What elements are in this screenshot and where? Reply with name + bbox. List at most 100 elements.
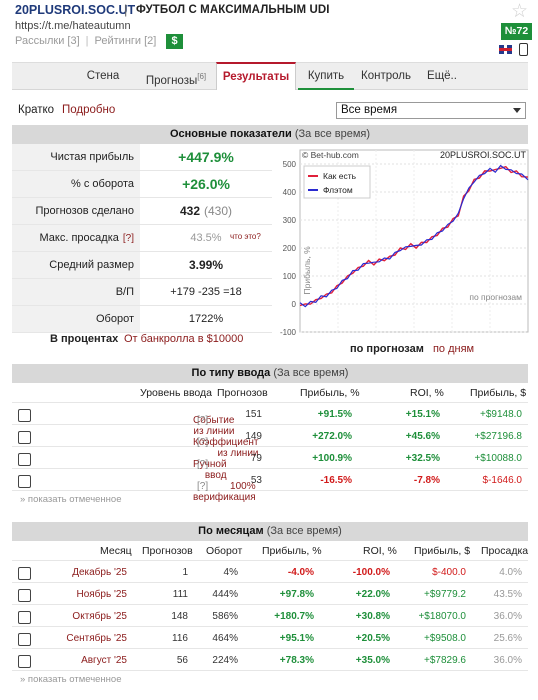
dd-what-is-link[interactable]: что это? [230, 232, 261, 241]
tab-wall[interactable]: Стена [80, 63, 126, 90]
mobile-phone-icon[interactable] [519, 43, 528, 56]
chart-mode-days[interactable]: по дням [432, 343, 475, 355]
row-checkbox[interactable] [18, 611, 31, 624]
stat-value: 1722% [188, 313, 224, 325]
rank-badge: №72 [501, 23, 532, 40]
input-level-help[interactable]: [?] [197, 459, 209, 470]
profit-pct-cell: +78.3% [279, 655, 314, 666]
stat-max-drawdown: Макс. просадка [?] 43.5% что это? [12, 225, 272, 252]
table-row: 100% верификация [?] 53 -16.5% -7.8% $-1646.0 [12, 469, 528, 503]
table-row: Декабрь '25 1 4% -4.0% -100.0% $-400.0 4.0% [12, 561, 528, 583]
table-row: Коэффициент из линии [?] 149 +272.0% +45.6% +… [12, 425, 528, 459]
input-level-help[interactable]: [?] [197, 415, 209, 426]
by-month-period: (За все время) [266, 525, 342, 537]
input-level-name[interactable]: Ручной ввод [193, 459, 227, 481]
chart-source: © Bet-hub.com [302, 150, 359, 160]
input-level-help[interactable]: [?] [197, 481, 209, 492]
month-cell[interactable]: Октябрь '25 [72, 611, 127, 622]
profit-chart-svg: -100 0 100 200 300 400 500 © Bet-hub.com 20PLUSR… [280, 149, 529, 337]
paid-badge[interactable]: $ [166, 34, 183, 49]
row-checkbox[interactable] [18, 589, 31, 602]
profit-pct-cell: +91.5% [317, 409, 352, 420]
tips-cell: 1 [182, 567, 188, 578]
row-checkbox[interactable] [18, 475, 31, 488]
row-checkbox[interactable] [18, 655, 31, 668]
units-bank[interactable]: От банкролла в $10000 [124, 333, 244, 345]
tips-cell: 151 [245, 409, 262, 420]
input-level-name[interactable]: Событие из линии [193, 415, 235, 437]
profit-usd-cell: +$10088.0 [474, 453, 522, 464]
uk-flag-icon[interactable] [499, 45, 512, 54]
tips-cell: 111 [172, 589, 188, 600]
main-stats-list: Чистая прибыль +447.9% % с оборота +26.0… [12, 144, 272, 333]
period-select-value: Все время [341, 104, 398, 116]
roi-cell: +35.0% [355, 655, 390, 666]
profit-usd-cell: +$9779.2 [424, 589, 466, 600]
table-header-row: Месяц Прогнозов Оборот Прибыль, % ROI, %… [12, 541, 528, 561]
tips-cell: 53 [250, 475, 262, 486]
month-cell[interactable]: Август '25 [81, 655, 127, 666]
view-detailed[interactable]: Подробно [62, 104, 116, 116]
profit-usd-cell: $-400.0 [432, 567, 466, 578]
row-checkbox[interactable] [18, 453, 31, 466]
y-tick-label: 300 [283, 216, 297, 225]
mailing-link[interactable]: Рассылки [3] [15, 35, 80, 47]
tab-results[interactable]: Результаты [216, 62, 296, 90]
show-marked-link[interactable]: » показать отмеченное [20, 494, 122, 505]
dd-help-link[interactable]: [?] [122, 233, 134, 244]
ratings-link[interactable]: Рейтинги [2] [94, 35, 157, 47]
table-row: Событие из линии [?] 151 +91.5% +15.1% +$9148… [12, 403, 528, 437]
legend-label: Как есть [323, 171, 357, 181]
stat-volume: Оборот 1722% [12, 306, 272, 333]
stat-value: 43.5% [190, 232, 222, 244]
tab-control[interactable]: Контроль [356, 63, 416, 90]
capper-header: 20PLUSROI.SOC.UT | ФУТБОЛ С МАКСИМАЛЬНЫМ… [0, 0, 538, 62]
chart-mode-tips[interactable]: по прогнозам [350, 343, 424, 355]
tab-buy[interactable]: Купить [298, 63, 354, 90]
row-checkbox[interactable] [18, 409, 31, 422]
show-marked-link[interactable]: » показать отмеченное [20, 674, 122, 685]
table-row: Август '25 56 224% +78.3% +35.0% +$7829.6 36.0… [12, 649, 528, 671]
capper-name[interactable]: 20PLUSROI.SOC.UT [15, 3, 136, 17]
profit-chart: -100 0 100 200 300 400 500 © Bet-hub.com 20PLUSR… [270, 144, 532, 337]
legend-label: Флэтом [323, 185, 353, 195]
units-percent[interactable]: В процентах [50, 333, 119, 345]
losses-count: -235 [198, 286, 221, 298]
profit-pct-cell: +180.7% [274, 611, 314, 622]
month-cell[interactable]: Ноябрь '25 [76, 589, 127, 600]
capper-url[interactable]: https://t.me/hateautumn [15, 20, 131, 32]
tab-tips[interactable]: Прогнозы[6] [136, 63, 216, 90]
input-level-help[interactable]: [?] [197, 437, 209, 448]
col-drawdown: Просадка [481, 545, 529, 557]
wins-count: +179 [170, 286, 195, 298]
profit-usd-cell: $-1646.0 [482, 475, 522, 486]
row-checkbox[interactable] [18, 633, 31, 646]
x-axis-label: по прогнозам [469, 292, 522, 302]
header-links: Рассылки [3] | Рейтинги [2] [15, 35, 156, 47]
row-checkbox[interactable] [18, 567, 31, 580]
input-level-name[interactable]: 100% верификация [193, 481, 256, 503]
period-select[interactable]: Все время [336, 102, 526, 119]
stat-label: В/П [12, 279, 140, 305]
profit-pct-cell: +97.8% [279, 589, 314, 600]
y-tick-label: -100 [280, 328, 297, 336]
tab-control-label: Контроль [361, 70, 411, 82]
stat-label: Средний размер [12, 252, 140, 278]
tab-more[interactable]: Ещё.. [420, 63, 464, 90]
view-brief[interactable]: Кратко [18, 104, 55, 116]
input-level-name[interactable]: Коэффициент из линии [193, 437, 259, 459]
turnover-cell: 224% [212, 655, 238, 666]
month-cell[interactable]: Декабрь '25 [72, 567, 127, 578]
tips-cell: 56 [176, 655, 188, 666]
col-roi: ROI, % [410, 387, 444, 399]
row-checkbox[interactable] [18, 431, 31, 444]
table-row: Ручной ввод [?] 79 +100.9% +32.5% +$10088.0 [12, 447, 528, 481]
favorite-star-icon[interactable]: ☆ [511, 1, 529, 22]
profile-tabs: Стена Прогнозы[6] Результаты Купить Конт… [12, 62, 528, 90]
by-type-title: По типу ввода [191, 367, 271, 379]
stat-win-loss: В/П +179 -235 =18 [12, 279, 272, 306]
col-tips: Прогнозов [217, 387, 268, 399]
series-line-flat [299, 164, 529, 308]
stat-label: Макс. просадка [?] [12, 225, 140, 251]
month-cell[interactable]: Сентябрь '25 [66, 633, 127, 644]
